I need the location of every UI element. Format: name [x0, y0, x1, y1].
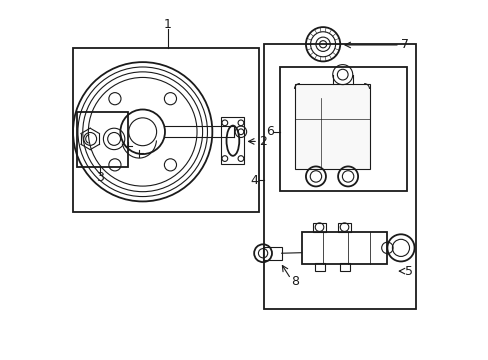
- Bar: [73, 48, 258, 212]
- Text: 3: 3: [96, 171, 103, 184]
- Bar: [77, 112, 128, 167]
- Bar: [263, 247, 281, 260]
- Text: 8: 8: [291, 275, 299, 288]
- Text: 2: 2: [258, 135, 266, 148]
- Bar: [314, 263, 324, 271]
- Bar: [264, 44, 415, 309]
- Text: 5: 5: [404, 265, 412, 278]
- Bar: [337, 223, 350, 232]
- Bar: [294, 84, 369, 169]
- Bar: [280, 67, 406, 191]
- Bar: [221, 117, 244, 164]
- Text: 1: 1: [163, 18, 171, 31]
- Text: 6: 6: [266, 125, 274, 138]
- Text: 7: 7: [400, 39, 408, 51]
- Bar: [301, 232, 386, 264]
- Bar: [339, 263, 349, 271]
- Text: 4: 4: [250, 174, 258, 186]
- Bar: [312, 223, 325, 232]
